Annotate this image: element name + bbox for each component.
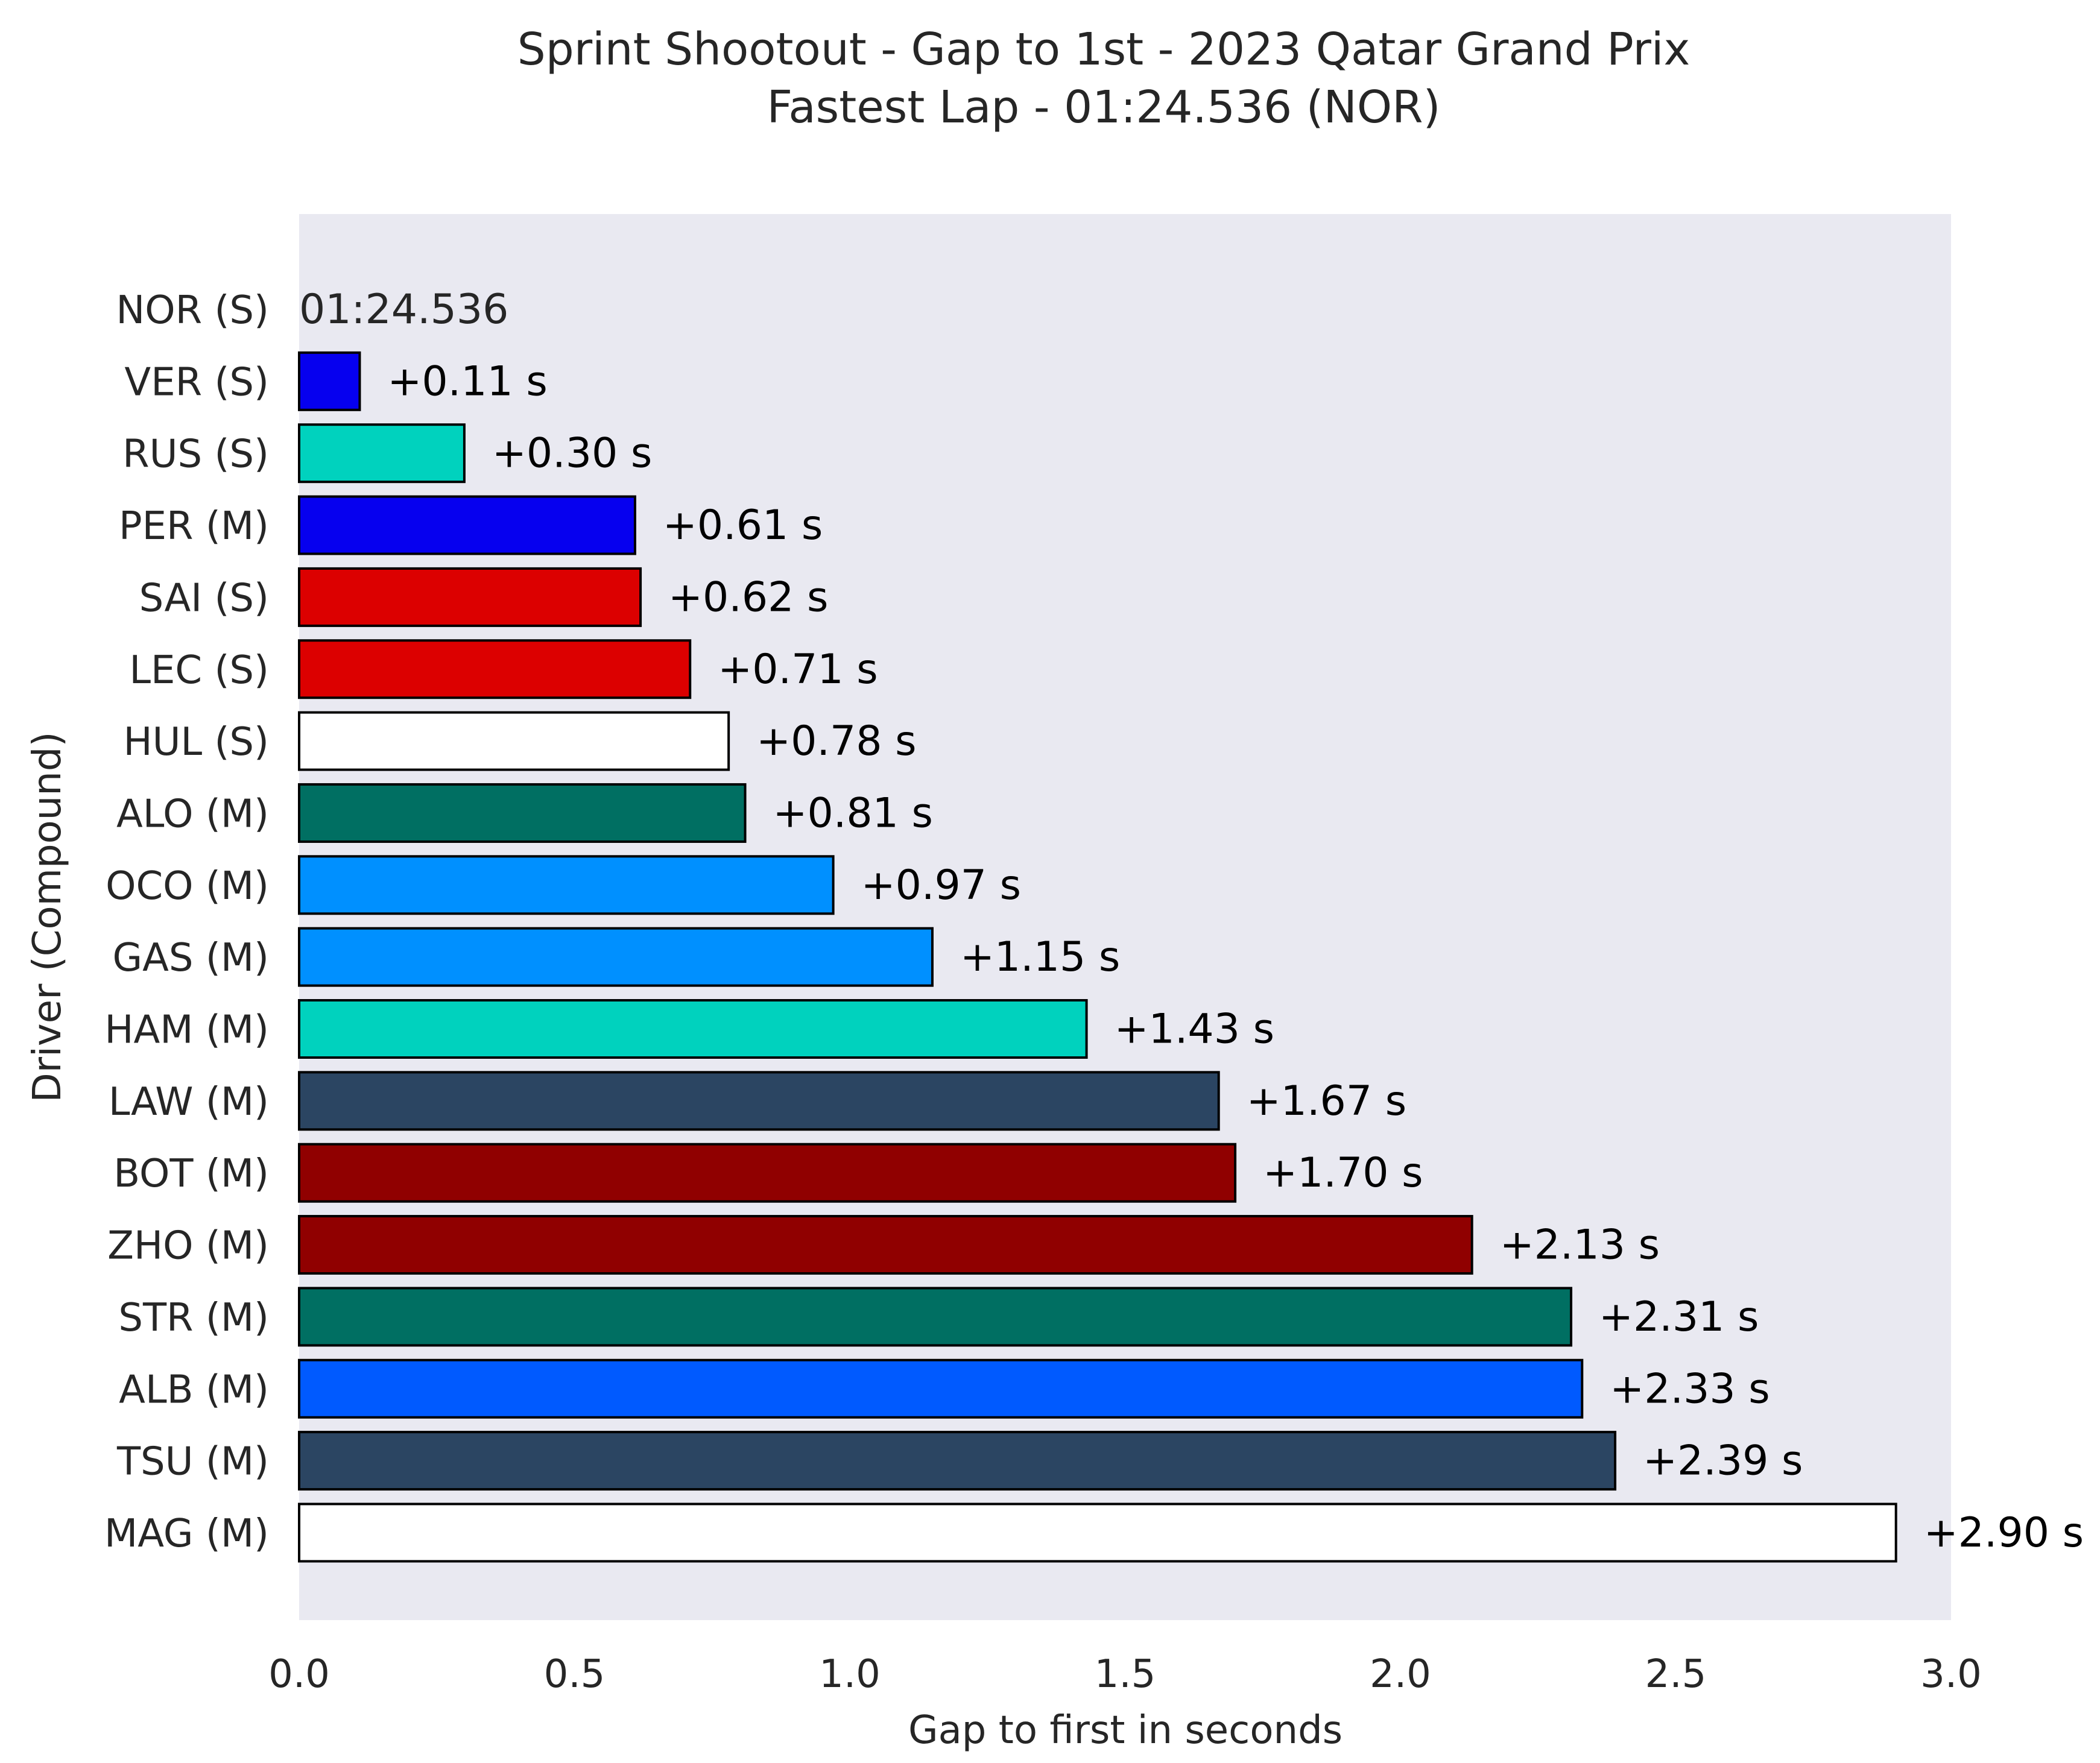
bar-sai <box>298 567 642 627</box>
value-label-oco: +0.97 s <box>861 862 1021 909</box>
bar-zho <box>298 1215 1473 1275</box>
value-label-hul: +0.78 s <box>756 718 916 765</box>
x-tick-label-3-0: 3.0 <box>1920 1652 1982 1697</box>
x-axis-label: Gap to first in seconds <box>908 1708 1343 1753</box>
y-tick-label-per: PER (M) <box>119 504 269 549</box>
y-tick-label-rus: RUS (S) <box>122 432 269 477</box>
value-label-nor: 01:24.536 <box>299 286 508 333</box>
value-label-tsu: +2.39 s <box>1643 1437 1803 1485</box>
bar-gas <box>298 927 934 987</box>
value-label-bot: +1.70 s <box>1263 1149 1423 1197</box>
chart-title: Sprint Shootout - Gap to 1st - 2023 Qata… <box>517 24 1690 75</box>
y-tick-label-oco: OCO (M) <box>106 864 269 909</box>
y-tick-label-gas: GAS (M) <box>113 936 270 980</box>
value-label-per: +0.61 s <box>663 502 823 549</box>
y-tick-label-lec: LEC (S) <box>129 648 269 693</box>
x-tick-label-2-5: 2.5 <box>1645 1652 1707 1697</box>
bars-layer <box>298 351 1897 1563</box>
y-tick-label-ver: VER (S) <box>124 360 269 405</box>
value-label-ver: +0.11 s <box>387 358 547 405</box>
y-tick-label-mag: MAG (M) <box>104 1512 269 1556</box>
y-tick-label-nor: NOR (S) <box>116 288 269 333</box>
bar-tsu <box>298 1431 1617 1491</box>
value-label-zho: +2.13 s <box>1500 1222 1660 1269</box>
bar-alb <box>298 1358 1584 1419</box>
y-tick-label-zho: ZHO (M) <box>107 1224 269 1269</box>
bar-alo <box>298 783 747 843</box>
bar-oco <box>298 855 835 915</box>
chart-subtitle: Fastest Lap - 01:24.536 (NOR) <box>767 81 1441 133</box>
value-label-str: +2.31 s <box>1599 1293 1759 1341</box>
y-tick-label-hul: HUL (S) <box>123 720 269 765</box>
bar-ver <box>298 351 361 411</box>
bar-per <box>298 495 636 555</box>
x-tick-label-2-0: 2.0 <box>1370 1652 1431 1697</box>
y-tick-label-alo: ALO (M) <box>116 792 269 836</box>
value-label-mag: +2.90 s <box>1924 1509 2084 1557</box>
value-label-gas: +1.15 s <box>960 933 1120 981</box>
bar-rus <box>298 423 466 484</box>
y-tick-label-bot: BOT (M) <box>113 1152 269 1196</box>
value-label-sai: +0.62 s <box>668 573 828 621</box>
y-tick-labels: NOR (S) VER (S) RUS (S) PER (M) SAI (S) LEC (… <box>104 288 269 1556</box>
bar-ham <box>298 999 1088 1059</box>
y-tick-label-tsu: TSU (M) <box>116 1440 269 1484</box>
y-tick-label-law: LAW (M) <box>109 1080 269 1124</box>
y-axis-label: Driver (Compound) <box>25 732 70 1103</box>
y-tick-label-sai: SAI (S) <box>139 576 269 620</box>
x-tick-labels: 0.0 0.5 1.0 1.5 2.0 2.5 3.0 <box>268 1652 1982 1697</box>
value-label-law: +1.67 s <box>1247 1077 1406 1125</box>
bar-law <box>298 1071 1220 1131</box>
bar-str <box>298 1287 1573 1347</box>
y-tick-label-alb: ALB (M) <box>119 1367 269 1412</box>
x-tick-label-1-0: 1.0 <box>819 1652 881 1697</box>
bar-hul <box>298 711 730 771</box>
value-label-rus: +0.30 s <box>492 430 652 478</box>
value-label-alb: +2.33 s <box>1610 1365 1770 1413</box>
bar-lec <box>298 639 692 699</box>
x-tick-label-1-5: 1.5 <box>1095 1652 1156 1697</box>
value-label-alo: +0.81 s <box>773 789 933 837</box>
value-label-ham: +1.43 s <box>1115 1006 1274 1053</box>
value-labels: 01:24.536 +0.11 s +0.30 s+0.61 s +0.62 s +0.… <box>299 286 2084 1557</box>
bar-bot <box>298 1143 1237 1203</box>
x-tick-label-0-0: 0.0 <box>268 1652 330 1697</box>
y-tick-label-str: STR (M) <box>118 1296 269 1340</box>
value-label-lec: +0.71 s <box>718 646 878 693</box>
y-tick-label-ham: HAM (M) <box>104 1008 269 1053</box>
x-tick-label-0-5: 0.5 <box>544 1652 606 1697</box>
bar-mag <box>298 1503 1897 1563</box>
